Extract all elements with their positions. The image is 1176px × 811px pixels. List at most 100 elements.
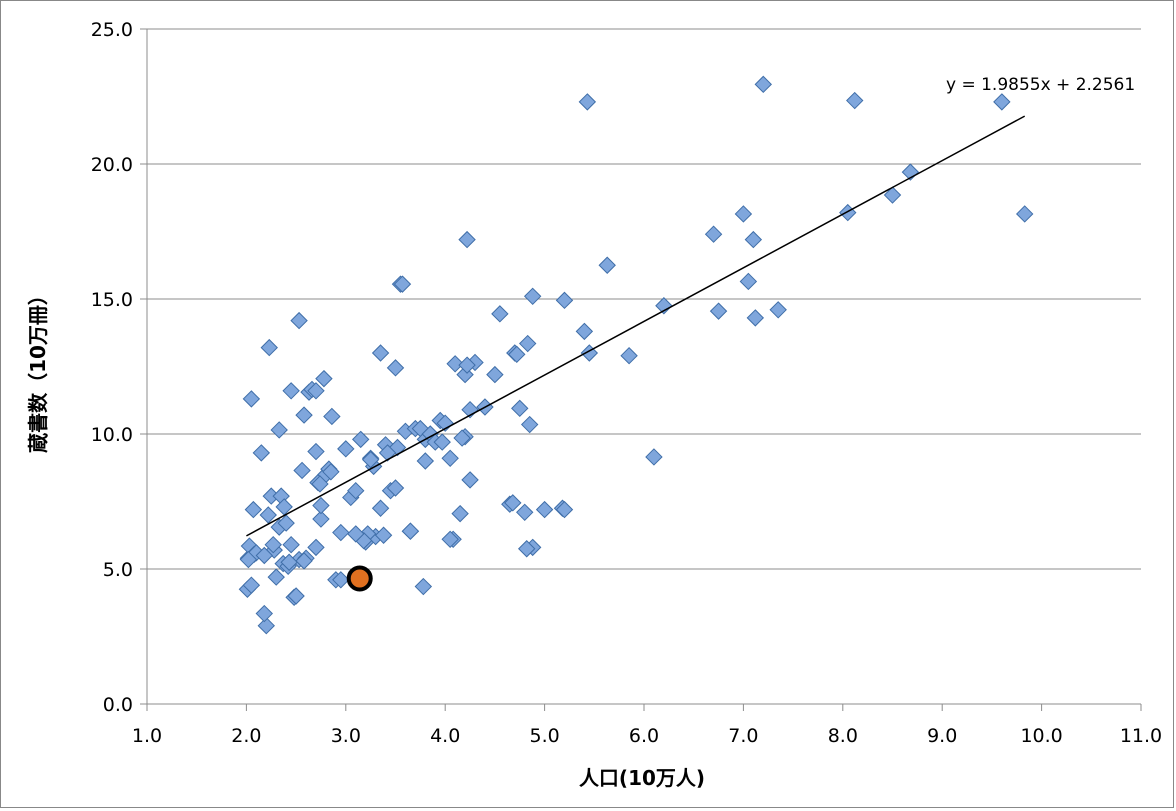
data-point <box>287 587 305 605</box>
data-point <box>295 552 313 570</box>
data-point <box>414 577 433 596</box>
data-point <box>323 407 341 426</box>
data-point <box>322 463 340 481</box>
data-point <box>311 475 329 493</box>
data-point <box>312 510 330 528</box>
data-point <box>242 576 261 594</box>
data-point <box>754 75 772 94</box>
x-tick-label: 7.0 <box>728 725 758 747</box>
data-point <box>704 225 723 243</box>
x-tick-label: 1.0 <box>132 725 162 747</box>
data-point <box>264 535 282 554</box>
data-point <box>282 382 300 400</box>
data-points <box>238 75 1034 635</box>
data-point <box>491 305 509 323</box>
data-point <box>1015 205 1034 223</box>
y-tick-label: 20.0 <box>91 154 133 176</box>
data-point <box>371 344 390 362</box>
data-point <box>295 406 313 424</box>
y-tick-label: 15.0 <box>91 289 133 311</box>
data-point <box>252 444 271 462</box>
data-point <box>461 471 479 489</box>
data-point <box>451 504 469 523</box>
data-point <box>347 481 365 500</box>
data-point <box>578 93 597 111</box>
data-point <box>312 496 330 515</box>
trendline <box>246 115 1026 537</box>
data-point <box>883 186 902 204</box>
data-point <box>416 452 435 470</box>
data-point <box>280 553 298 571</box>
data-point <box>255 546 273 565</box>
data-point <box>709 302 728 320</box>
data-point <box>523 287 542 306</box>
data-point <box>293 461 311 480</box>
data-point <box>598 256 616 274</box>
x-tick-label: 2.0 <box>231 725 261 747</box>
gridlines <box>147 28 1141 570</box>
y-tick-label: 25.0 <box>91 19 133 41</box>
data-point <box>511 399 529 418</box>
data-point <box>374 526 393 544</box>
data-point <box>242 390 261 408</box>
data-point <box>993 93 1011 111</box>
data-point <box>441 530 459 549</box>
x-tick-label: 5.0 <box>529 725 559 747</box>
data-point <box>337 440 355 458</box>
data-point <box>620 346 638 365</box>
data-point <box>347 525 365 543</box>
data-point <box>446 355 464 373</box>
data-point <box>352 430 370 449</box>
data-point <box>282 535 300 554</box>
data-point <box>555 291 574 310</box>
x-tick-label: 11.0 <box>1120 725 1162 747</box>
data-point <box>846 91 864 110</box>
data-point <box>518 334 537 353</box>
data-point <box>307 382 325 400</box>
data-point <box>655 297 673 315</box>
data-point <box>486 365 504 384</box>
axes <box>140 28 1142 711</box>
data-point <box>260 338 278 357</box>
data-point <box>386 479 405 497</box>
y-tick-label: 0.0 <box>103 694 133 716</box>
data-point <box>458 230 476 249</box>
data-point <box>315 369 333 388</box>
data-point <box>516 503 534 522</box>
data-point <box>244 500 263 519</box>
data-point <box>393 275 412 293</box>
y-tick-label: 5.0 <box>103 559 133 581</box>
data-point <box>504 494 522 512</box>
data-point <box>839 203 857 222</box>
data-point <box>332 523 350 542</box>
highlighted-points <box>346 565 373 592</box>
data-point <box>555 500 574 519</box>
data-point <box>535 500 554 519</box>
x-tick-label: 6.0 <box>629 725 659 747</box>
data-point <box>239 550 258 569</box>
data-point <box>645 448 663 466</box>
data-point <box>401 522 420 540</box>
data-point <box>734 205 753 223</box>
y-axis-title: 蔵書数（10万冊） <box>26 285 50 453</box>
data-point <box>290 311 308 330</box>
x-tick-label: 3.0 <box>331 725 361 747</box>
data-point <box>307 538 325 557</box>
data-point <box>518 540 536 558</box>
data-point <box>277 514 295 532</box>
data-point <box>441 449 459 468</box>
data-point <box>259 506 277 524</box>
x-tick-label: 8.0 <box>828 725 858 747</box>
data-point <box>371 499 390 517</box>
data-point <box>520 415 539 434</box>
data-point <box>744 230 763 249</box>
data-point <box>746 309 765 327</box>
highlight-point <box>346 565 373 592</box>
data-point <box>267 568 285 586</box>
data-point <box>508 345 526 364</box>
data-point <box>257 616 275 635</box>
x-tick-label: 9.0 <box>927 725 957 747</box>
data-point <box>433 433 451 451</box>
